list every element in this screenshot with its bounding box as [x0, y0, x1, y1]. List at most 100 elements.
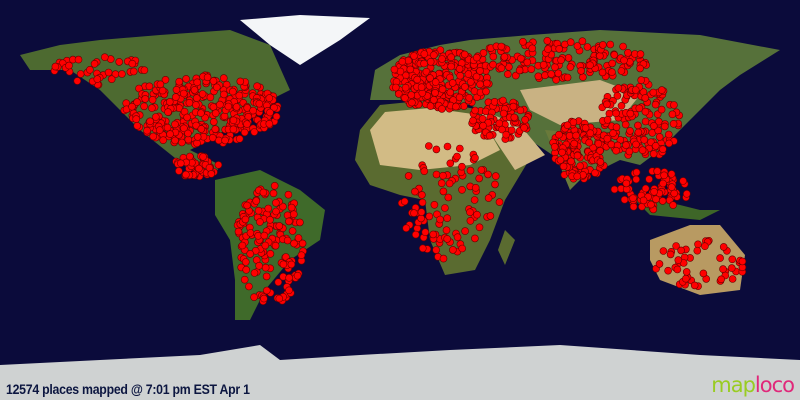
place-dot	[418, 198, 427, 207]
place-dot	[699, 269, 708, 278]
logo-map: map	[711, 373, 756, 397]
place-dot	[149, 132, 157, 141]
place-dot	[520, 124, 528, 132]
place-dot	[421, 228, 430, 236]
place-dot	[682, 190, 691, 198]
place-dot	[503, 70, 512, 78]
place-dot	[599, 41, 607, 49]
place-dot	[458, 186, 466, 194]
place-dot	[221, 136, 229, 145]
place-dot	[632, 175, 641, 184]
place-dot	[73, 77, 82, 85]
place-dot	[638, 146, 647, 154]
place-dot	[401, 83, 410, 92]
place-dot	[402, 224, 411, 232]
place-dot	[159, 136, 167, 144]
place-dot	[250, 293, 258, 302]
place-dot	[235, 135, 244, 143]
place-dot	[500, 53, 509, 61]
place-dot	[631, 86, 640, 94]
place-dot	[517, 54, 525, 63]
place-dot	[660, 171, 668, 180]
place-dot	[482, 79, 491, 88]
place-dot	[586, 61, 594, 69]
place-dot	[637, 76, 646, 84]
place-dot	[439, 254, 448, 263]
place-dot	[229, 125, 238, 134]
place-dot	[581, 124, 590, 132]
place-dot	[298, 239, 307, 248]
place-dot	[436, 215, 444, 224]
place-dot	[516, 106, 525, 115]
place-dot	[275, 222, 284, 230]
place-dot	[668, 110, 677, 119]
place-dot	[603, 116, 612, 124]
place-dot	[293, 271, 302, 280]
place-dot	[425, 212, 434, 221]
place-dot	[641, 184, 650, 193]
place-dot	[155, 126, 164, 134]
place-dot	[563, 121, 572, 129]
place-dot	[497, 64, 506, 72]
place-dot	[509, 102, 518, 111]
place-dot	[442, 226, 451, 234]
place-dot	[664, 266, 672, 275]
place-dot	[417, 208, 426, 216]
place-dot	[612, 109, 620, 118]
place-dot	[669, 201, 677, 209]
place-dot	[634, 128, 643, 137]
place-dot	[193, 94, 201, 102]
place-dot	[394, 90, 403, 98]
place-dot	[727, 264, 736, 272]
place-dot	[479, 49, 488, 57]
place-dot	[667, 183, 676, 191]
place-dot	[610, 185, 619, 194]
place-dot	[132, 115, 140, 123]
place-dot	[573, 151, 582, 160]
place-dot	[141, 95, 149, 103]
place-dot	[436, 46, 445, 54]
place-dot	[207, 170, 216, 178]
place-dot	[596, 52, 604, 60]
place-dot	[664, 130, 673, 139]
place-dot	[129, 67, 138, 76]
place-dot	[287, 260, 296, 269]
place-dot	[107, 75, 116, 83]
place-dot	[177, 159, 185, 168]
place-dot	[681, 274, 690, 283]
place-dot	[261, 241, 270, 250]
place-dot	[260, 231, 269, 240]
place-dot	[640, 136, 649, 144]
place-dot	[636, 50, 645, 58]
place-dot	[456, 71, 465, 80]
place-dot	[534, 72, 543, 81]
place-dot	[269, 189, 278, 198]
maploco-logo[interactable]: maploco	[711, 373, 795, 397]
place-dot	[455, 65, 464, 73]
place-dot	[250, 128, 259, 136]
place-dot	[146, 117, 154, 126]
place-dot	[655, 133, 664, 141]
place-dot	[563, 73, 572, 82]
place-dot	[260, 294, 268, 303]
place-dot	[166, 98, 174, 106]
place-dot	[439, 187, 448, 196]
place-dot	[163, 123, 172, 132]
place-dot	[430, 201, 439, 209]
place-dot	[447, 62, 456, 71]
place-dot	[469, 116, 477, 125]
place-dot	[473, 210, 481, 219]
place-dot	[458, 162, 466, 171]
madagascar	[498, 230, 515, 265]
place-dot	[576, 162, 584, 170]
place-dot	[565, 132, 574, 140]
place-dot	[249, 106, 257, 115]
place-dot	[439, 171, 447, 180]
place-dot	[90, 59, 99, 68]
place-dot	[140, 66, 149, 74]
place-dot	[652, 195, 660, 203]
place-dot	[657, 86, 666, 94]
place-dot	[476, 67, 484, 75]
place-dot	[670, 189, 679, 198]
place-dot	[398, 57, 407, 66]
